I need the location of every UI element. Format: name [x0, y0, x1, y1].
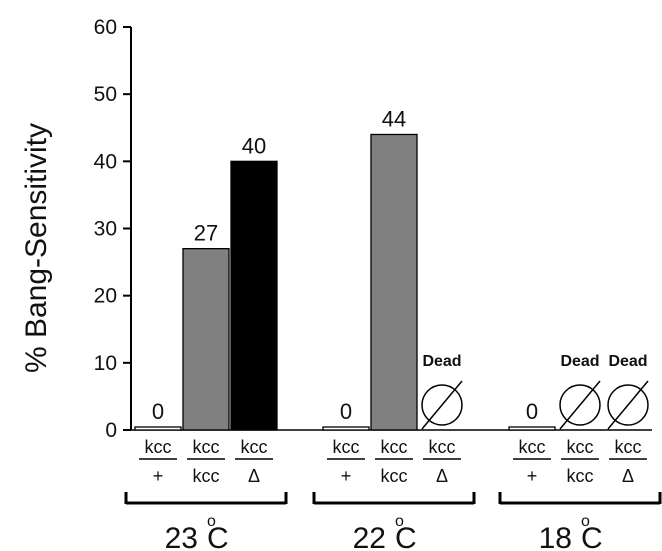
genotype-bottom: + — [527, 466, 538, 486]
y-tick-label: 30 — [94, 218, 117, 241]
temperature-degree: o — [581, 513, 590, 530]
genotype-top: kcc — [615, 437, 642, 457]
genotype-top: kcc — [145, 437, 172, 457]
genotype-bottom: + — [341, 466, 352, 486]
genotype-bottom: kcc — [193, 466, 220, 486]
dead-slash — [559, 380, 601, 430]
value-label: 0 — [152, 399, 164, 424]
genotype-bottom: Δ — [436, 466, 448, 486]
dead-label: Dead — [422, 353, 461, 370]
temperature-unit: C — [395, 522, 417, 551]
bar — [230, 160, 278, 431]
temperature-value: 22 — [353, 522, 386, 551]
genotype-bottom: + — [153, 466, 164, 486]
temperature-value: 18 — [539, 522, 572, 551]
dead-label: Dead — [560, 353, 599, 370]
y-tick-label: 0 — [105, 419, 117, 442]
genotype-bottom: Δ — [248, 466, 260, 486]
genotype-top: kcc — [429, 437, 456, 457]
value-label: 27 — [194, 221, 218, 246]
dead-label: Dead — [608, 353, 647, 370]
genotype-top: kcc — [241, 437, 268, 457]
y-tick-label: 60 — [94, 16, 117, 39]
genotype-top: kcc — [567, 437, 594, 457]
genotype-top: kcc — [333, 437, 360, 457]
y-tick-label: 10 — [94, 352, 117, 375]
value-label: 44 — [382, 106, 406, 131]
temperature-value: 23 — [165, 522, 198, 551]
genotype-top: kcc — [381, 437, 408, 457]
bar — [322, 426, 370, 431]
value-label: 40 — [242, 133, 266, 158]
genotype-bottom: kcc — [381, 466, 408, 486]
y-tick-label: 20 — [94, 285, 117, 308]
dead-null-icon — [607, 384, 649, 426]
dead-slash — [607, 380, 649, 430]
value-label: 0 — [340, 399, 352, 424]
genotype-bottom: kcc — [567, 466, 594, 486]
bar — [508, 426, 556, 431]
temperature-unit: C — [581, 522, 603, 551]
y-tick-label: 50 — [94, 83, 117, 106]
bar — [134, 426, 182, 431]
bar — [182, 247, 230, 431]
dead-null-icon — [559, 384, 601, 426]
dead-slash — [421, 380, 463, 430]
y-axis-label: % Bang-Sensitivity — [20, 123, 53, 373]
genotype-bottom: Δ — [622, 466, 634, 486]
genotype-top: kcc — [519, 437, 546, 457]
value-label: 0 — [526, 399, 538, 424]
bar — [370, 133, 418, 431]
genotype-top: kcc — [193, 437, 220, 457]
dead-null-icon — [421, 384, 463, 426]
temperature-unit: C — [207, 522, 229, 551]
temperature-degree: o — [395, 513, 404, 530]
temperature-degree: o — [207, 513, 216, 530]
bars-layer: 0 27 40 0 44 Dead 0 Dead Dead — [134, 106, 649, 431]
y-tick-label: 40 — [94, 150, 117, 173]
